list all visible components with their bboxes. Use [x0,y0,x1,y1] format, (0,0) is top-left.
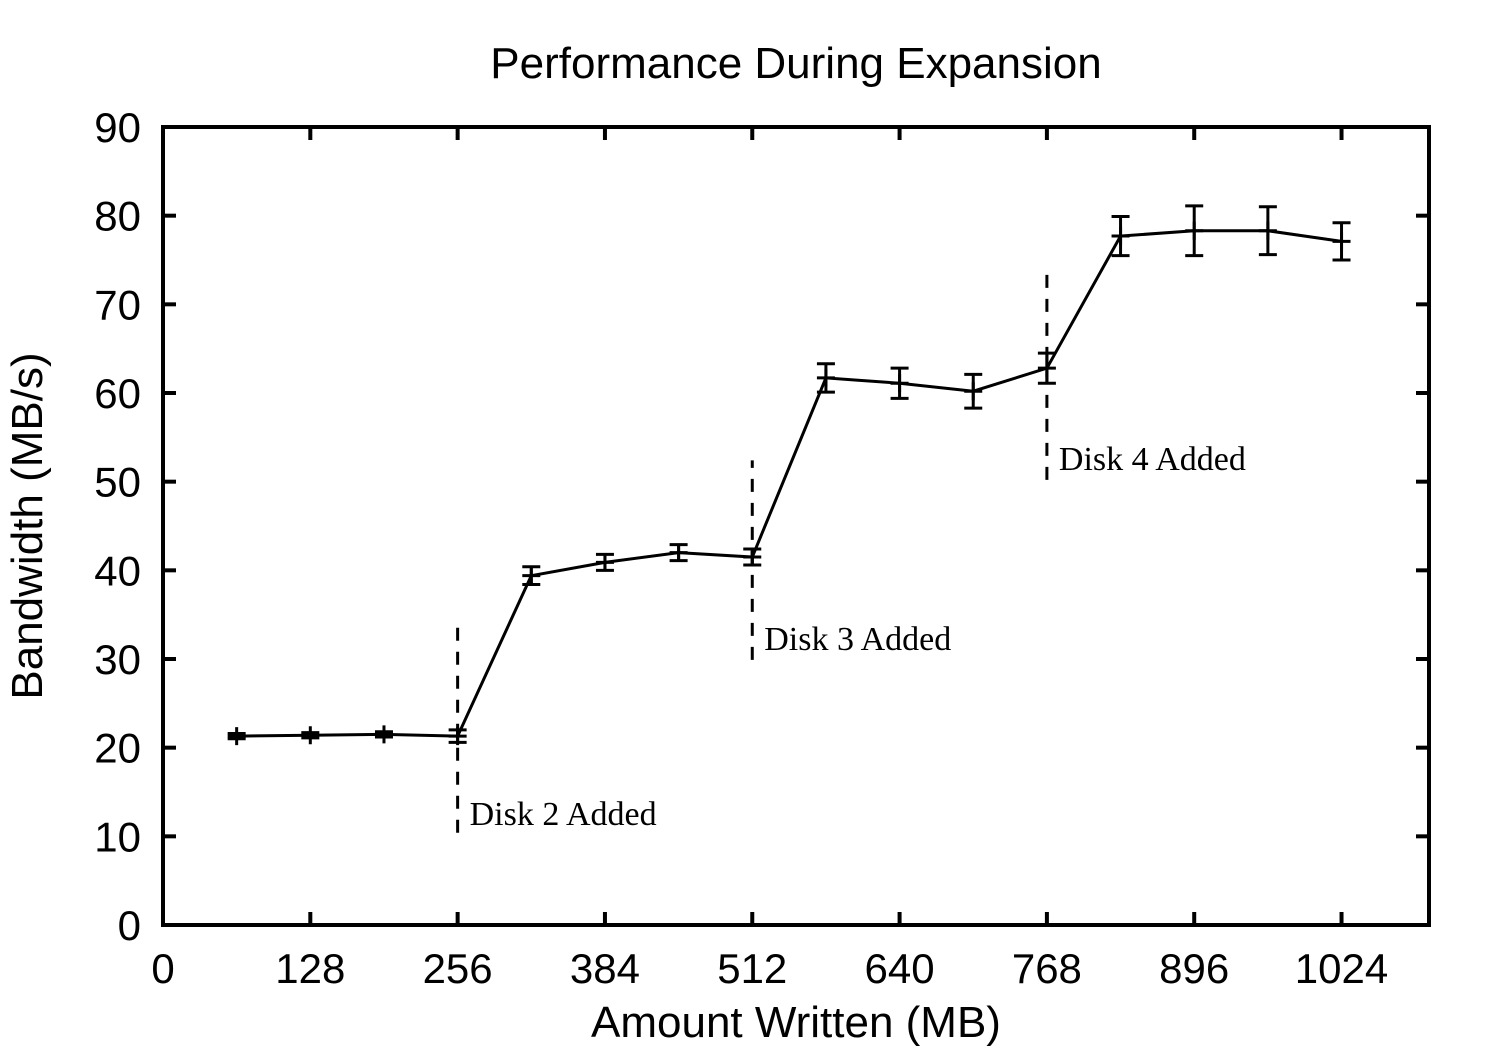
x-tick-label: 1024 [1295,945,1388,992]
chart-title: Performance During Expansion [490,39,1101,88]
y-tick-label: 0 [118,902,141,949]
x-tick-label: 256 [423,945,493,992]
y-tick-label: 30 [94,636,141,683]
y-tick-label: 10 [94,813,141,860]
y-axis-label: Bandwidth (MB/s) [3,352,52,699]
data-line [236,229,1342,738]
x-axis-label: Amount Written (MB) [591,998,1001,1047]
y-tick-label: 80 [94,193,141,240]
plot-area: 0 128 256 384 512 640 768 896 1024 0 10 20 30 40 50 60 7… [94,104,1431,992]
y-tick-label: 20 [94,725,141,772]
disk-added-annotation-label: Disk 3 Added [764,621,951,658]
y-tick-label: 50 [94,459,141,506]
x-tick-label: 128 [275,945,345,992]
disk-added-annotation-label: Disk 2 Added [470,796,657,833]
x-tick-label: 512 [717,945,787,992]
y-tick-label: 40 [94,547,141,594]
y-tick-label: 70 [94,281,141,328]
plot-border [161,125,1431,927]
x-tick-label: 384 [570,945,640,992]
y-tick-label: 60 [94,370,141,417]
y-tick-label: 90 [94,104,141,151]
x-tick-label: 0 [151,945,174,992]
x-tick-label: 640 [865,945,935,992]
x-tick-label: 896 [1159,945,1229,992]
disk-added-annotation-label: Disk 4 Added [1059,441,1246,478]
x-tick-label: 768 [1012,945,1082,992]
